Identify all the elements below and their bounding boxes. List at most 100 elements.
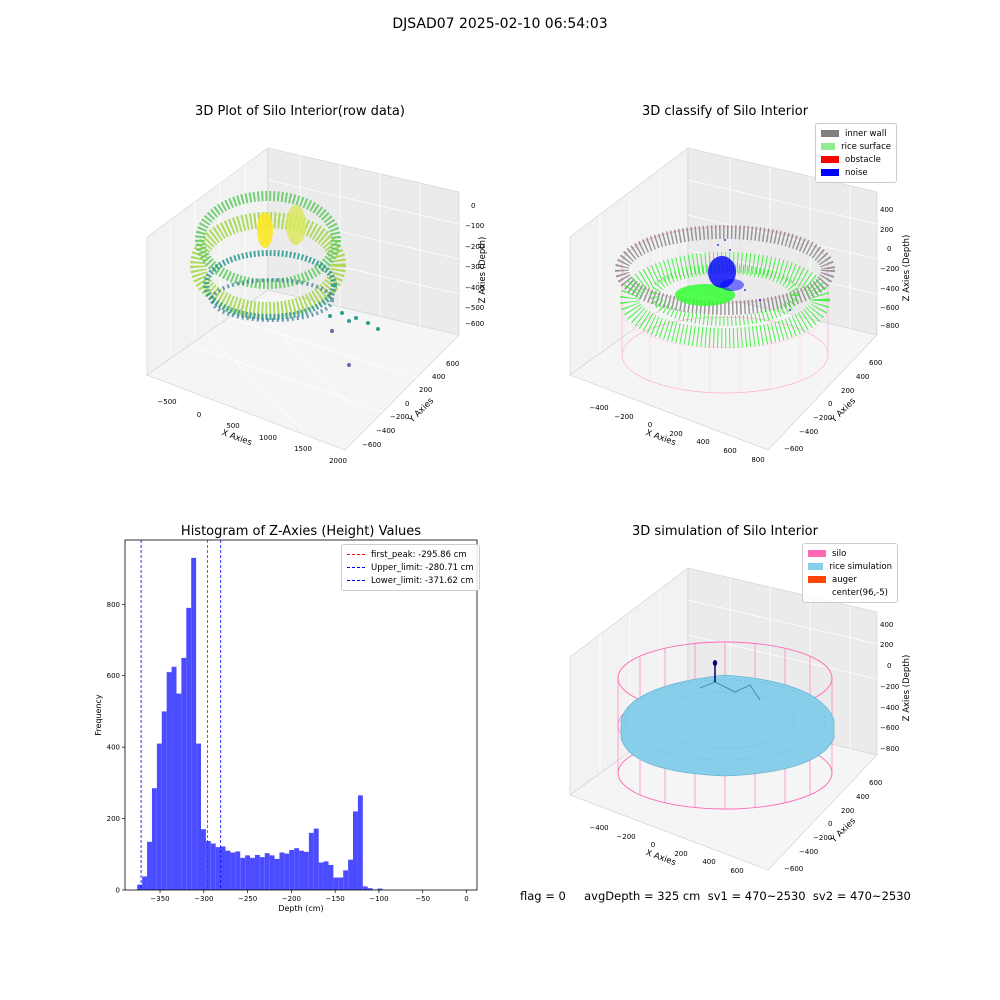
histogram-ytick-label: 800 <box>107 601 120 609</box>
plot4-xtick: −400 <box>589 824 608 832</box>
plot4-ztick: 0 <box>887 662 891 670</box>
plot4-zlabel: Z Axies (Depth) <box>902 655 912 722</box>
histogram-bar <box>308 832 314 890</box>
plot4-ztick: −600 <box>880 724 899 732</box>
legend-line <box>347 567 365 568</box>
histogram-xtick-label: −350 <box>150 895 169 903</box>
histogram-bar <box>348 859 354 890</box>
histogram-ytick-label: 400 <box>107 744 120 752</box>
legend-entry: center(96,-5) <box>808 586 892 599</box>
legend-entry: first_peak: -295.86 cm <box>347 548 474 561</box>
plot4-xlabel: X Axies <box>644 848 677 868</box>
histogram-bar <box>313 828 319 890</box>
plot1-ytick: 400 <box>432 373 445 381</box>
legend-entry: inner wall <box>821 127 891 140</box>
histogram-ylabel: Frequency <box>94 694 103 736</box>
legend-swatch <box>808 589 826 596</box>
histogram-legend: first_peak: -295.86 cm Upper_limit: -280… <box>341 544 480 591</box>
plot4-xtick: 0 <box>651 841 655 849</box>
plot1-xtick: 1500 <box>294 445 312 453</box>
legend-label: rice simulation <box>829 561 892 572</box>
histogram-bar <box>220 846 226 890</box>
histogram-bar <box>279 852 285 890</box>
histogram-bar <box>235 851 241 890</box>
plot2-3d-axes: −400 −200 0 200 400 600 800 600 400 200 … <box>569 147 912 464</box>
histogram-bar <box>254 855 260 890</box>
histogram-xtick-label: −200 <box>282 895 301 903</box>
plot1-ytick: −200 <box>390 413 409 421</box>
plot4-ztick: 400 <box>880 621 893 629</box>
plot1-xtick: 2000 <box>329 457 347 465</box>
histogram-xtick-label: −100 <box>369 895 388 903</box>
histogram-bar <box>215 847 221 890</box>
plot4-ztick: 200 <box>880 641 893 649</box>
legend-label: inner wall <box>845 128 887 139</box>
plot2-zlabel: Z Axies (Depth) <box>902 235 912 302</box>
plot4-ztick: −200 <box>880 683 899 691</box>
figure-title: DJSAD07 2025-02-10 06:54:03 <box>392 16 608 32</box>
plot1-ytick: 0 <box>405 400 409 408</box>
histogram-ytick-label: 200 <box>107 815 120 823</box>
histogram-xtick-label: −150 <box>326 895 345 903</box>
histogram-bar <box>240 857 246 890</box>
histogram-bar <box>250 857 255 890</box>
plot2-ztick: −800 <box>880 322 899 330</box>
histogram-bar <box>343 870 349 890</box>
plot1-title: 3D Plot of Silo Interior(row data) <box>195 104 405 119</box>
legend-line <box>347 580 365 581</box>
histogram-xlabel: Depth (cm) <box>278 904 323 913</box>
legend-label: Upper_limit: -280.71 cm <box>371 562 474 573</box>
plot2-ytick: 200 <box>841 387 854 395</box>
legend-entry: Upper_limit: -280.71 cm <box>347 561 474 574</box>
plot4-xtick: 200 <box>674 850 687 858</box>
histogram-bar <box>151 788 157 890</box>
plot1-ztick: 0 <box>471 202 475 210</box>
legend-label: auger <box>832 574 857 585</box>
histogram-bar <box>176 693 182 890</box>
plot1-xtick: −500 <box>157 398 176 406</box>
histogram-bar <box>201 829 206 890</box>
histogram-bar <box>362 886 368 890</box>
plot2-ztick: 0 <box>887 245 891 253</box>
histogram-bar <box>284 853 290 890</box>
plot2-xtick: −400 <box>589 404 608 412</box>
plot4-ylabel: Y Axies <box>828 816 858 846</box>
plot1-ytick: 200 <box>419 386 432 394</box>
legend-label: center(96,-5) <box>832 587 888 598</box>
histogram-bar <box>303 851 309 890</box>
histogram-xtick-label: −300 <box>194 895 213 903</box>
plot1-ztick: −200 <box>465 243 484 251</box>
plot2-ztick: −600 <box>880 304 899 312</box>
histogram-bar <box>264 853 270 890</box>
histogram-bar <box>142 876 148 890</box>
histogram-chart: −350 −300 −250 −200 −150 −100 −50 0 0 200 400 600 8… <box>94 539 478 913</box>
plot2-xtick: 200 <box>669 430 682 438</box>
histogram-bar <box>328 865 334 890</box>
legend-entry: auger <box>808 573 892 586</box>
plot1-point-cloud <box>190 191 380 367</box>
plot4-ztick: −800 <box>880 745 899 753</box>
legend-label: obstacle <box>845 154 881 165</box>
histogram-bar <box>210 843 216 890</box>
legend-swatch <box>808 576 826 583</box>
histogram-bar <box>323 861 329 890</box>
histogram-bar <box>166 672 172 890</box>
histogram-bar <box>147 841 152 890</box>
status-footer: flag = 0 avgDepth = 325 cm sv1 = 470~253… <box>520 889 911 903</box>
plot2-xtick: 0 <box>648 421 652 429</box>
plot2-xtick: −200 <box>614 413 633 421</box>
plot2-point-cloud <box>615 225 835 394</box>
legend-label: silo <box>832 548 847 559</box>
histogram-bar <box>186 607 192 890</box>
plot2-title: 3D classify of Silo Interior <box>641 104 809 119</box>
histogram-xtick-label: −50 <box>415 895 430 903</box>
legend-swatch <box>808 563 824 570</box>
plot2-xtick: 800 <box>751 456 764 464</box>
histogram-bar <box>230 852 236 890</box>
legend-swatch <box>821 130 839 137</box>
legend-line <box>347 554 365 555</box>
histogram-ytick-label: 600 <box>107 672 120 680</box>
plot1-zlabel: Z Axies (Depth) <box>478 237 488 304</box>
histogram-bar <box>357 795 363 890</box>
histogram-bar <box>289 850 295 890</box>
